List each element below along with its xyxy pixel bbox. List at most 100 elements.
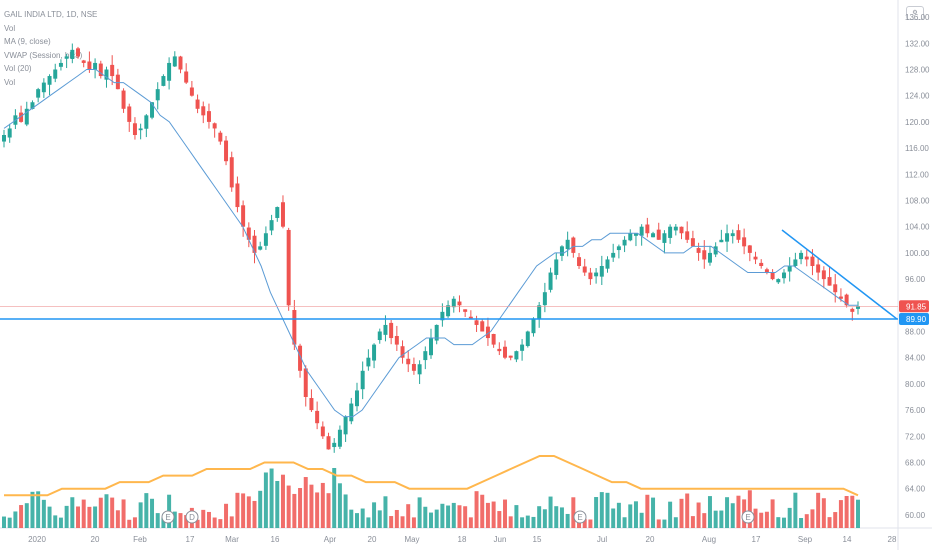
volume-bar xyxy=(588,519,593,528)
volume-bar xyxy=(201,509,206,528)
last-price-tag xyxy=(899,300,929,313)
candle-body xyxy=(531,318,536,334)
candle-body xyxy=(115,74,120,90)
volume-bar xyxy=(161,517,166,528)
candle-body xyxy=(286,229,291,306)
volume-bar xyxy=(349,509,354,528)
legend-ma[interactable]: MA (9, close) xyxy=(4,37,51,46)
candle-body xyxy=(30,102,35,109)
candle-body xyxy=(263,233,268,246)
volume-bar xyxy=(292,493,297,528)
volume-bar xyxy=(577,519,582,528)
earnings-marker xyxy=(161,510,175,524)
volume-bar xyxy=(172,511,177,528)
volume-bar xyxy=(753,508,758,528)
volume-bar xyxy=(269,468,274,528)
volume-bar xyxy=(115,510,120,528)
volume-bar xyxy=(429,512,433,528)
volume-bar xyxy=(400,516,405,528)
y-tick-label: 68.00 xyxy=(905,459,926,468)
ma-line xyxy=(3,69,858,418)
candle-body xyxy=(19,112,24,122)
trendline xyxy=(781,229,898,320)
volume-bar xyxy=(599,492,604,528)
legend-vwap[interactable]: VWAP (Session, hlc3) xyxy=(4,50,83,60)
volume-bar xyxy=(776,517,781,528)
volume-bar xyxy=(354,513,359,528)
volume-bar xyxy=(656,519,661,528)
y-tick-label: 116.00 xyxy=(905,144,929,153)
candle-body xyxy=(571,237,576,253)
candle-body xyxy=(480,321,485,332)
volume-bar xyxy=(127,519,132,528)
volume-bar xyxy=(406,504,411,528)
candle-body xyxy=(810,256,815,266)
candle-body xyxy=(793,259,798,266)
candle-body xyxy=(406,358,411,365)
volume-bar xyxy=(764,511,769,528)
candle-body xyxy=(110,64,115,77)
candle-body xyxy=(201,106,206,116)
candle-body xyxy=(508,355,513,358)
volume-bar xyxy=(98,497,103,528)
volume-bar xyxy=(58,517,63,528)
candle-body xyxy=(41,82,46,93)
y-tick-label: 60.00 xyxy=(905,511,926,520)
candle-body xyxy=(309,398,314,411)
volume-bar xyxy=(816,492,821,528)
volume-bar xyxy=(457,505,462,528)
volume-bar xyxy=(298,488,303,528)
volume-bar xyxy=(730,503,735,528)
settings-icon[interactable]: ⚙ xyxy=(906,6,924,20)
candle-body xyxy=(93,62,98,70)
volume-bar xyxy=(93,506,98,528)
x-tick-label: May xyxy=(404,535,419,544)
candle-body xyxy=(690,238,695,247)
candle-body xyxy=(548,272,553,290)
volume-bar xyxy=(110,497,115,528)
x-tick-label: 17 xyxy=(752,535,761,544)
volume-bar xyxy=(13,511,18,528)
volume-bar xyxy=(707,496,712,528)
volume-bar xyxy=(736,495,741,528)
volume-bar xyxy=(286,485,291,528)
candle-body xyxy=(616,246,621,251)
volume-bar xyxy=(383,496,388,528)
candle-body xyxy=(668,226,673,238)
volume-bar xyxy=(639,512,644,528)
y-tick-label: 96.00 xyxy=(905,275,926,284)
volume-bar xyxy=(827,517,832,528)
volume-bar xyxy=(229,516,234,528)
volume-bar xyxy=(491,501,496,528)
candle-body xyxy=(781,272,786,279)
candle-body xyxy=(241,205,246,227)
candle-body xyxy=(844,294,849,306)
candle-body xyxy=(525,331,530,347)
candle-body xyxy=(172,56,177,67)
volume-bar xyxy=(503,499,508,528)
volume-bar xyxy=(241,493,246,528)
candle-body xyxy=(736,230,741,240)
volume-bar xyxy=(372,502,377,528)
x-tick-label: Jun xyxy=(494,535,507,544)
candle-body xyxy=(537,305,542,320)
candle-body xyxy=(53,69,58,79)
volume-bar xyxy=(246,496,251,528)
volume-bar xyxy=(571,497,576,528)
legend-vol[interactable]: Vol xyxy=(4,23,16,33)
volume-bar xyxy=(81,499,86,528)
chart-legend: GAIL INDIA LTD, 1D, NSE Vol MA (9, close… xyxy=(4,8,97,89)
volume-bar xyxy=(252,500,257,528)
y-tick-label: 80.00 xyxy=(905,380,926,389)
legend-vol20[interactable]: Vol (20) xyxy=(4,64,32,73)
legend-vol-2[interactable]: Vol xyxy=(4,77,16,87)
candle-body xyxy=(189,87,194,96)
volume-bar xyxy=(24,503,29,528)
candle-body xyxy=(366,357,371,367)
volume-bar xyxy=(525,515,530,528)
volume-bar xyxy=(633,501,638,528)
x-tick-label: 16 xyxy=(271,535,280,544)
volume-bar xyxy=(155,513,160,528)
x-tick-label: 20 xyxy=(646,535,655,544)
